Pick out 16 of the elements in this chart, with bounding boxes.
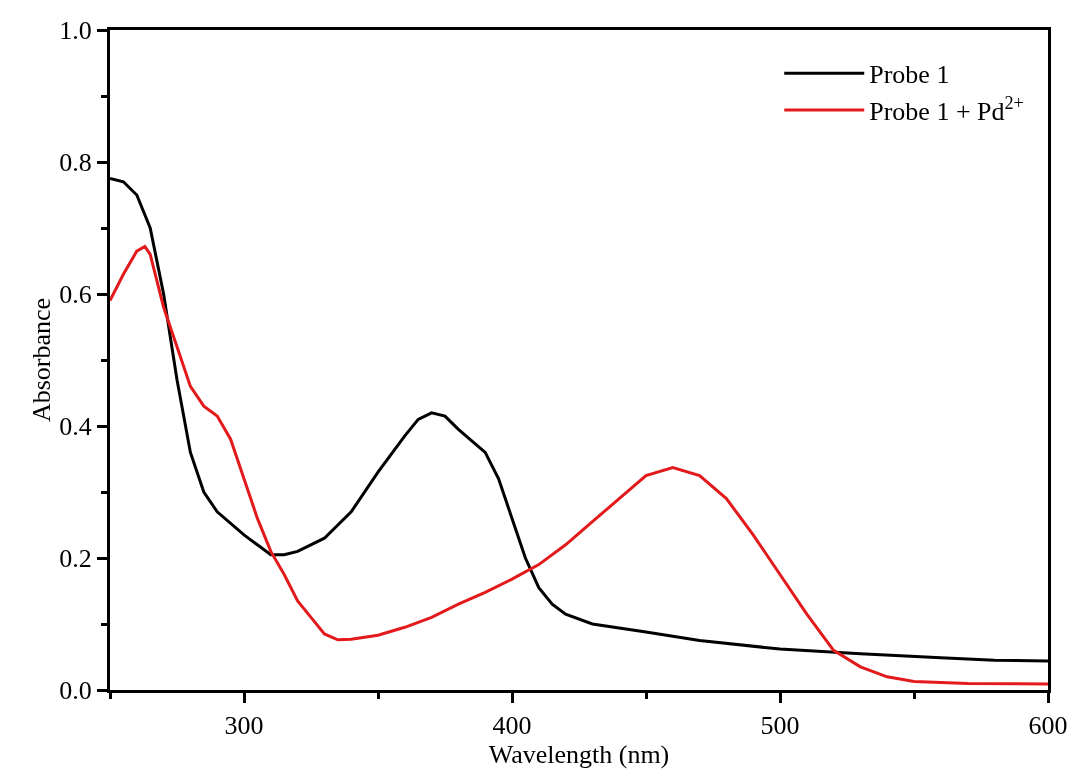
legend-label: Probe 1 + Pd$^{2+}$ xyxy=(869,93,1024,127)
line-series xyxy=(110,244,1048,686)
y-tick-label: 0.6 xyxy=(59,280,92,310)
x-tick-label: 600 xyxy=(1028,711,1068,741)
text: 0.0 xyxy=(59,676,92,706)
x-tick-label: 400 xyxy=(492,711,532,741)
legend-label: Probe 1 xyxy=(869,60,950,90)
line-series xyxy=(110,177,1048,663)
x-tick-label: 500 xyxy=(760,711,800,741)
y-tick-label: 1.0 xyxy=(59,16,92,46)
y-tick-label: 0.2 xyxy=(59,544,92,574)
y-axis-title: Absorbance xyxy=(26,297,56,423)
x-tick-label: 300 xyxy=(224,711,264,741)
y-tick-label: 0.8 xyxy=(59,148,92,178)
y-tick-label: 0.4 xyxy=(59,412,92,442)
x-axis-title: Wavelength (nm) xyxy=(488,740,670,770)
